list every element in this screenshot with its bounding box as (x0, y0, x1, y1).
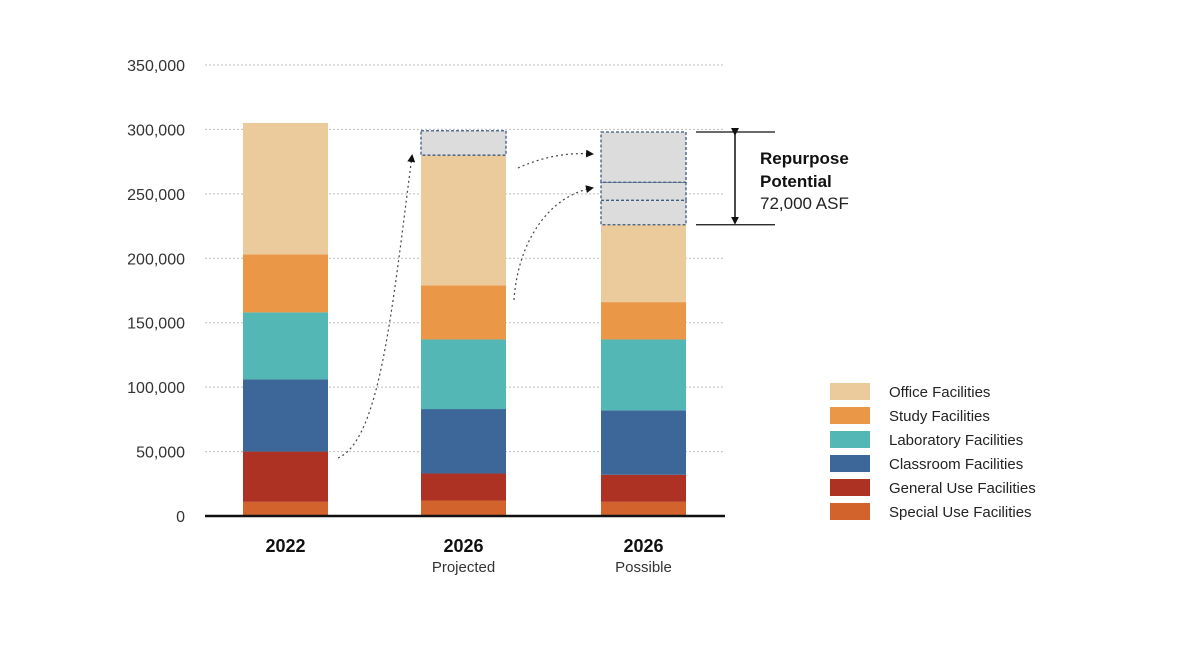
legend-label: Classroom Facilities (889, 456, 1023, 473)
bar-segment (421, 473, 506, 501)
bar-segment (601, 410, 686, 475)
y-axis-ticks: 0 50,000 100,000 150,000 200,000 250,000 300,0… (127, 58, 185, 526)
bar-segment (601, 501, 686, 516)
y-tick-label: 50,000 (136, 445, 185, 462)
legend-label: General Use Facilities (889, 480, 1036, 497)
y-tick-label: 300,000 (127, 122, 185, 139)
annotation-title-line1: Repurpose (760, 149, 849, 168)
bar-segment (243, 312, 328, 380)
bar-segment (601, 302, 686, 340)
bar-segment (243, 451, 328, 502)
repurpose-segment (600, 181, 687, 201)
x-category-sublabel: Projected (432, 559, 495, 576)
x-category-sublabel: Possible (615, 559, 672, 576)
bar-segment (243, 122, 328, 255)
legend-label: Special Use Facilities (889, 504, 1032, 521)
legend-swatch (830, 503, 870, 520)
bars (243, 122, 687, 516)
legend-swatch (830, 455, 870, 472)
x-category-label: 2022 (265, 536, 305, 556)
y-tick-label: 350,000 (127, 58, 185, 75)
legend-swatch (830, 479, 870, 496)
legend-label: Laboratory Facilities (889, 432, 1023, 449)
connector-arrows (337, 149, 594, 459)
y-tick-label: 100,000 (127, 380, 185, 397)
repurpose-annotation: Repurpose Potential 72,000 ASF (696, 128, 849, 226)
repurpose-segment (600, 199, 687, 226)
bar-segment (601, 474, 686, 502)
x-category-label: 2026 (443, 536, 483, 556)
bar-segment (421, 500, 506, 516)
y-tick-label: 250,000 (127, 187, 185, 204)
repurpose-segment (420, 130, 507, 156)
bar-segment (601, 339, 686, 411)
legend-label: Office Facilities (889, 384, 990, 401)
legend-swatch (830, 383, 870, 400)
legend-label: Study Facilities (889, 408, 990, 425)
x-category-label: 2026 (623, 536, 663, 556)
dotted-arrow (513, 185, 594, 301)
bar-segment (243, 254, 328, 313)
bar-segment (421, 155, 506, 286)
legend: Office Facilities Study Facilities Laborat… (830, 383, 1036, 521)
y-tick-label: 0 (176, 509, 185, 526)
y-tick-label: 200,000 (127, 251, 185, 268)
bar-segment (421, 285, 506, 340)
dotted-arrow (517, 149, 594, 169)
annotation-title-line2: Potential (760, 172, 832, 191)
x-axis-labels: 2022 2026 Projected 2026 Possible (265, 536, 671, 576)
legend-swatch (830, 431, 870, 448)
bar-segment (243, 379, 328, 452)
legend-swatch (830, 407, 870, 424)
repurpose-segment (600, 131, 687, 183)
bar-segment (601, 224, 686, 303)
bar-segment (421, 339, 506, 410)
bar-segment (421, 409, 506, 474)
y-tick-label: 150,000 (127, 316, 185, 333)
dotted-arrow (337, 154, 416, 459)
bar-segment (243, 501, 328, 516)
annotation-value: 72,000 ASF (760, 194, 849, 213)
